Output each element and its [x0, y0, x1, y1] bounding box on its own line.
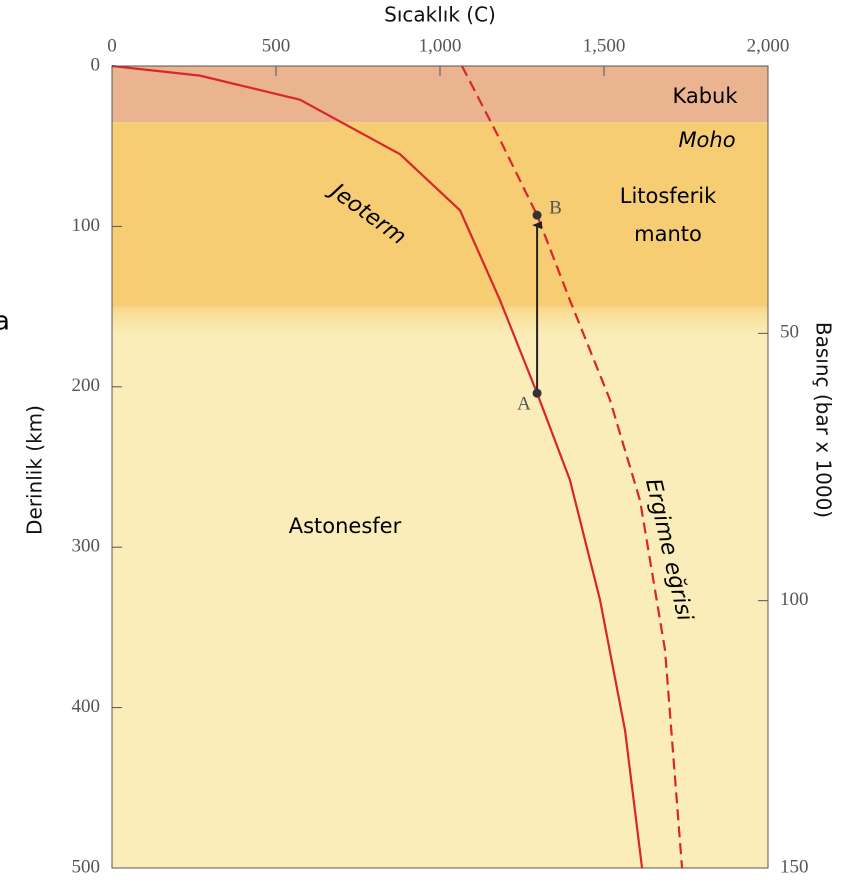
band-label: Astonesfer: [289, 514, 402, 538]
y-tick-label: 200: [72, 375, 101, 396]
x-tick-label: 2,000: [747, 35, 790, 56]
y2-tick-label: 150: [780, 856, 809, 877]
x-tick-label: 1,500: [583, 35, 626, 56]
moho-label: Moho: [678, 128, 735, 152]
y-tick-label: 300: [72, 536, 101, 557]
y-tick-label: 500: [72, 856, 101, 877]
x-tick-label: 1,000: [419, 35, 462, 56]
y2-tick-label: 50: [780, 322, 799, 343]
layer-band: [112, 122, 768, 306]
point-label: B: [549, 198, 562, 219]
y-tick-label: 400: [72, 696, 101, 717]
chart: Sıcaklık (C) Derinlik (km) Basınç (bar x…: [0, 0, 846, 886]
band-label: Kabuk: [672, 84, 738, 108]
x-axis-title: Sıcaklık (C): [384, 3, 496, 27]
y2-axis-title: Basınç (bar x 1000): [812, 322, 836, 518]
x-tick-label: 500: [262, 35, 291, 56]
y2-tick-label: 100: [780, 589, 809, 610]
band-label: Litosferik: [620, 184, 717, 208]
y-tick-label: 0: [91, 54, 101, 75]
y-tick-label: 100: [72, 215, 101, 236]
point: [533, 211, 542, 220]
point: [533, 389, 542, 398]
band-label: manto: [634, 222, 702, 246]
edge-fragment: a: [0, 307, 10, 337]
x-tick-label: 0: [107, 35, 117, 56]
point-label: A: [517, 394, 531, 415]
y-axis-title: Derinlik (km): [23, 405, 47, 535]
band-fade: [112, 307, 768, 347]
